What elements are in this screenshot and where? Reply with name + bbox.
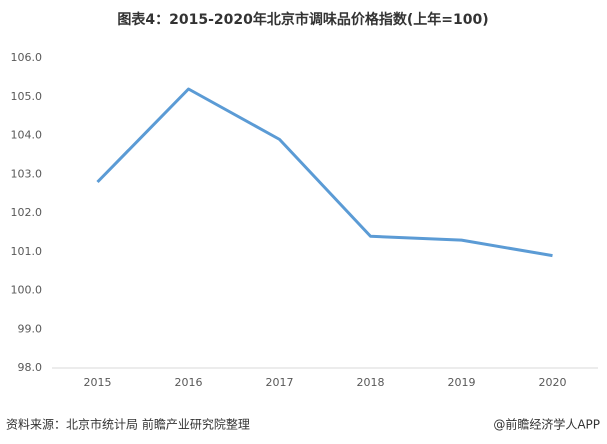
y-tick-label: 100.0 [11,284,43,297]
data-line [96,87,553,258]
chart-title: 图表4：2015-2020年北京市调味品价格指数(上年=100) [117,11,488,28]
x-tick-label: 2019 [448,376,476,389]
x-tick-label: 2015 [84,376,112,389]
x-tick-label: 2018 [357,376,385,389]
y-tick-label: 99.0 [18,322,43,335]
y-tick-label: 105.0 [11,90,43,103]
y-tick-label: 101.0 [11,245,43,258]
y-tick-label: 106.0 [11,51,43,64]
y-tick-label: 98.0 [18,361,43,374]
credit: @前瞻经济学人APP [493,417,600,432]
x-tick-label: 2020 [539,376,567,389]
y-tick-label: 103.0 [11,167,43,180]
x-tick-label: 2017 [266,376,294,389]
source-note: 资料来源：北京市统计局 前瞻产业研究院整理 [6,417,250,432]
y-tick-label: 102.0 [11,206,43,219]
x-tick-label: 2016 [175,376,203,389]
y-tick-label: 104.0 [11,129,43,142]
